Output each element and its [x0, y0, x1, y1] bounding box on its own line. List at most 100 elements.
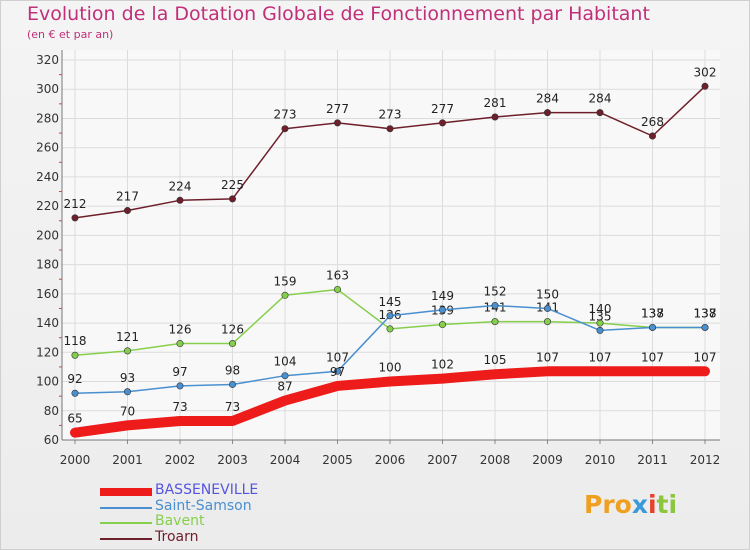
data-label: 107 — [326, 350, 349, 364]
legend-swatch — [100, 506, 152, 509]
data-label: 97 — [330, 365, 345, 379]
legend-swatch — [100, 488, 152, 496]
data-label: 97 — [172, 365, 187, 379]
y-tick-label: 120 — [36, 345, 59, 359]
data-point — [333, 285, 341, 293]
data-point — [701, 323, 709, 331]
data-point — [596, 109, 604, 117]
y-tick-label: 80 — [44, 404, 59, 418]
data-label: 92 — [67, 372, 82, 386]
data-point — [543, 318, 551, 326]
data-label: 284 — [589, 92, 612, 106]
data-label: 104 — [274, 355, 297, 369]
data-label: 70 — [120, 404, 135, 418]
y-tick-label: 220 — [36, 199, 59, 213]
data-label: 225 — [221, 178, 244, 192]
data-label: 163 — [326, 268, 349, 282]
data-label: 138 — [694, 306, 717, 320]
data-label: 102 — [431, 358, 454, 372]
data-label: 121 — [116, 330, 139, 344]
data-label: 212 — [64, 197, 87, 211]
x-tick-label: 2008 — [480, 453, 511, 467]
data-point — [438, 321, 446, 329]
logo-part-1: Pro — [584, 490, 632, 519]
data-label: 135 — [589, 309, 612, 323]
data-label: 126 — [221, 323, 244, 337]
data-point — [701, 82, 709, 90]
logo-part-2: x — [631, 490, 648, 519]
y-tick-label: 160 — [36, 287, 59, 301]
data-label: 277 — [326, 102, 349, 116]
data-label: 224 — [169, 179, 192, 193]
data-label: 152 — [484, 285, 507, 299]
legend-swatch — [100, 522, 152, 524]
data-label: 107 — [589, 350, 612, 364]
data-point — [491, 113, 499, 121]
data-label: 284 — [536, 92, 559, 106]
data-point — [281, 291, 289, 299]
data-point — [596, 319, 604, 327]
data-point — [543, 109, 551, 117]
data-point — [596, 326, 604, 334]
data-label: 118 — [64, 334, 87, 348]
chart-title: Evolution de la Dotation Globale de Fonc… — [27, 3, 650, 25]
legend-label: Saint-Samson — [155, 497, 252, 514]
data-point — [229, 380, 237, 388]
legend-swatch — [100, 537, 152, 540]
data-label: 273 — [379, 108, 402, 122]
data-point — [281, 372, 289, 380]
data-label: 302 — [694, 65, 717, 79]
y-tick-label: 320 — [36, 53, 59, 67]
x-tick-label: 2001 — [112, 453, 143, 467]
data-label: 273 — [274, 108, 297, 122]
y-tick-label: 260 — [36, 141, 59, 155]
data-point — [543, 304, 551, 312]
data-point — [71, 214, 79, 222]
data-point — [281, 125, 289, 133]
data-label: 107 — [641, 350, 664, 364]
data-label: 138 — [641, 306, 664, 320]
logo-part-3: i — [647, 490, 657, 519]
x-tick-label: 2011 — [637, 453, 668, 467]
data-label: 65 — [67, 412, 82, 426]
data-label: 100 — [379, 361, 402, 375]
x-tick-label: 2009 — [532, 453, 563, 467]
data-point — [229, 340, 237, 348]
data-label: 107 — [536, 350, 559, 364]
legend-label: Troarn — [155, 528, 199, 545]
proxiti-logo: Proxiti — [584, 490, 677, 519]
x-tick-label: 2004 — [270, 453, 301, 467]
data-point — [176, 340, 184, 348]
data-label: 137 — [641, 306, 664, 320]
data-label: 140 — [589, 302, 612, 316]
data-point — [386, 312, 394, 320]
y-tick-label: 280 — [36, 111, 59, 125]
x-tick-label: 2002 — [165, 453, 196, 467]
data-label: 98 — [225, 363, 240, 377]
data-point — [176, 196, 184, 204]
data-point — [438, 119, 446, 127]
y-tick-label: 180 — [36, 258, 59, 272]
data-point — [229, 195, 237, 203]
data-label: 217 — [116, 190, 139, 204]
data-label: 126 — [169, 323, 192, 337]
data-label: 73 — [225, 400, 240, 414]
x-tick-label: 2000 — [60, 453, 91, 467]
y-tick-label: 200 — [36, 228, 59, 242]
data-point — [124, 207, 132, 215]
data-label: 87 — [277, 380, 292, 394]
data-label: 93 — [120, 371, 135, 385]
series-line-basseneville — [70, 366, 710, 438]
x-tick-label: 2007 — [427, 453, 458, 467]
data-label: 150 — [536, 287, 559, 301]
x-tick-label: 2003 — [217, 453, 248, 467]
y-tick-label: 300 — [36, 82, 59, 96]
x-tick-label: 2006 — [375, 453, 406, 467]
data-point — [648, 323, 656, 331]
y-tick-label: 240 — [36, 170, 59, 184]
data-point — [333, 119, 341, 127]
data-point — [438, 306, 446, 314]
data-label: 268 — [641, 115, 664, 129]
data-point — [124, 347, 132, 355]
data-label: 149 — [431, 289, 454, 303]
